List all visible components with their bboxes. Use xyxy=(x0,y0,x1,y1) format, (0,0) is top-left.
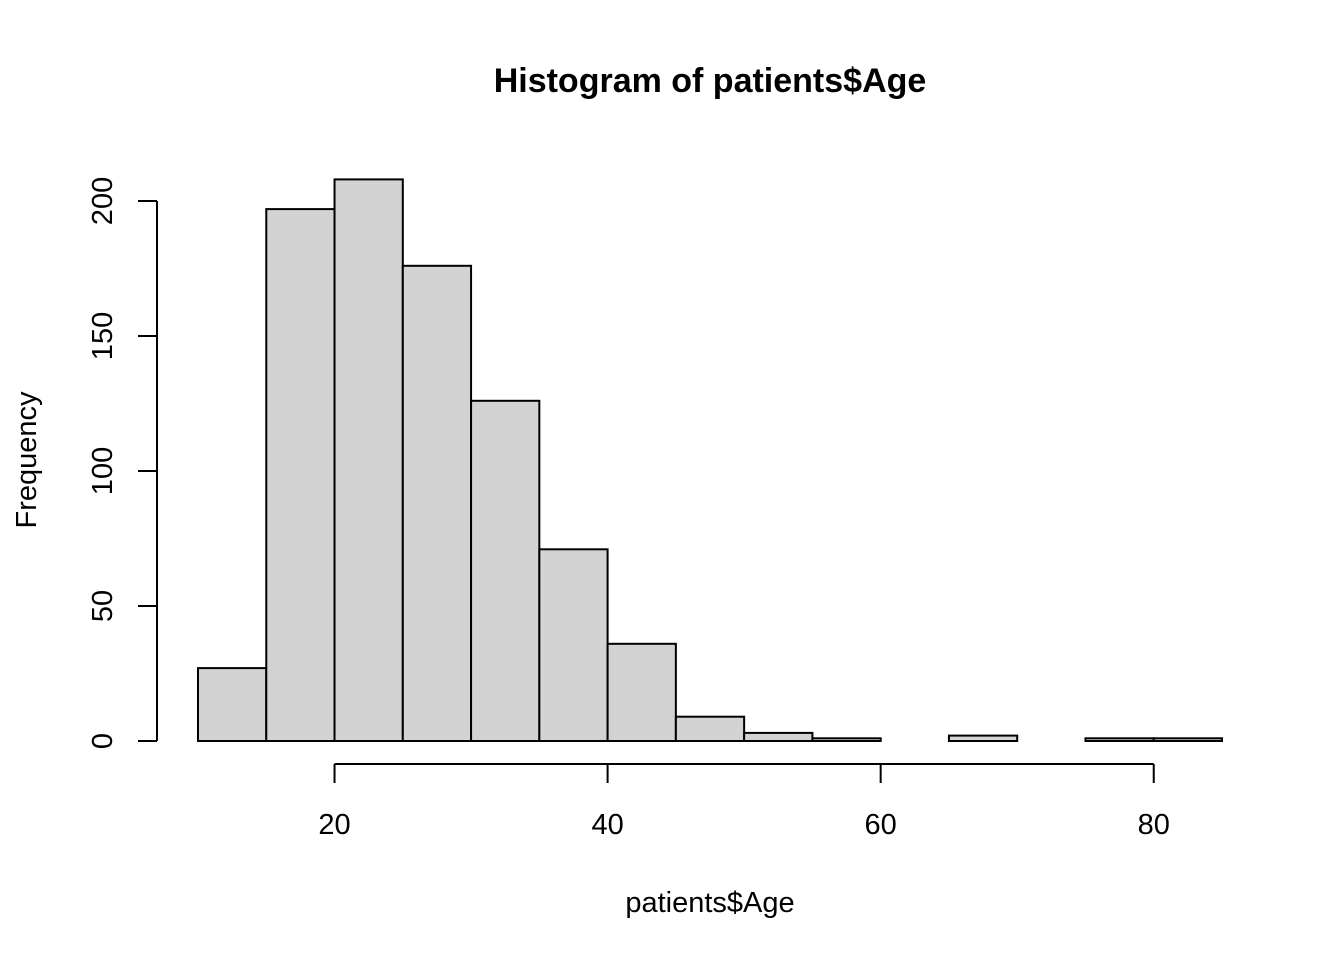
histogram-bar-35-40 xyxy=(538,548,609,742)
histogram-bar-45-50 xyxy=(674,715,746,743)
x-tick-label-20: 20 xyxy=(318,809,350,841)
x-axis: 20 40 60 80 xyxy=(318,763,1170,841)
y-tick-label-150: 150 xyxy=(87,312,119,360)
x-axis-label: patients$Age xyxy=(625,887,794,919)
histogram-bar-80-85 xyxy=(1152,737,1223,742)
histogram-bar-55-60 xyxy=(811,737,882,742)
y-axis-label: Frequency xyxy=(11,391,43,529)
y-tick-label-50: 50 xyxy=(87,590,119,622)
histogram-bar-50-55 xyxy=(743,731,814,743)
chart-title: Histogram of patients$Age xyxy=(494,62,927,100)
histogram-bar-25-30 xyxy=(401,264,473,742)
histogram-bar-40-45 xyxy=(606,642,677,742)
histogram-bar-30-35 xyxy=(470,399,541,742)
histogram-bar-75-80 xyxy=(1084,737,1155,742)
histogram-bar-15-20 xyxy=(265,208,336,743)
histogram-bar-20-25 xyxy=(333,178,404,742)
y-tick-label-200: 200 xyxy=(87,177,119,225)
x-tick-label-40: 40 xyxy=(591,809,623,841)
y-tick-label-0: 0 xyxy=(87,733,119,749)
histogram-bar-10-15 xyxy=(197,667,268,742)
bars-group xyxy=(197,178,1223,743)
x-tick-label-60: 60 xyxy=(865,809,897,841)
x-tick-label-80: 80 xyxy=(1138,809,1170,841)
y-tick-label-100: 100 xyxy=(87,447,119,495)
histogram-bar-65-70 xyxy=(947,734,1019,742)
y-axis: 0 50 100 150 200 xyxy=(87,177,158,749)
